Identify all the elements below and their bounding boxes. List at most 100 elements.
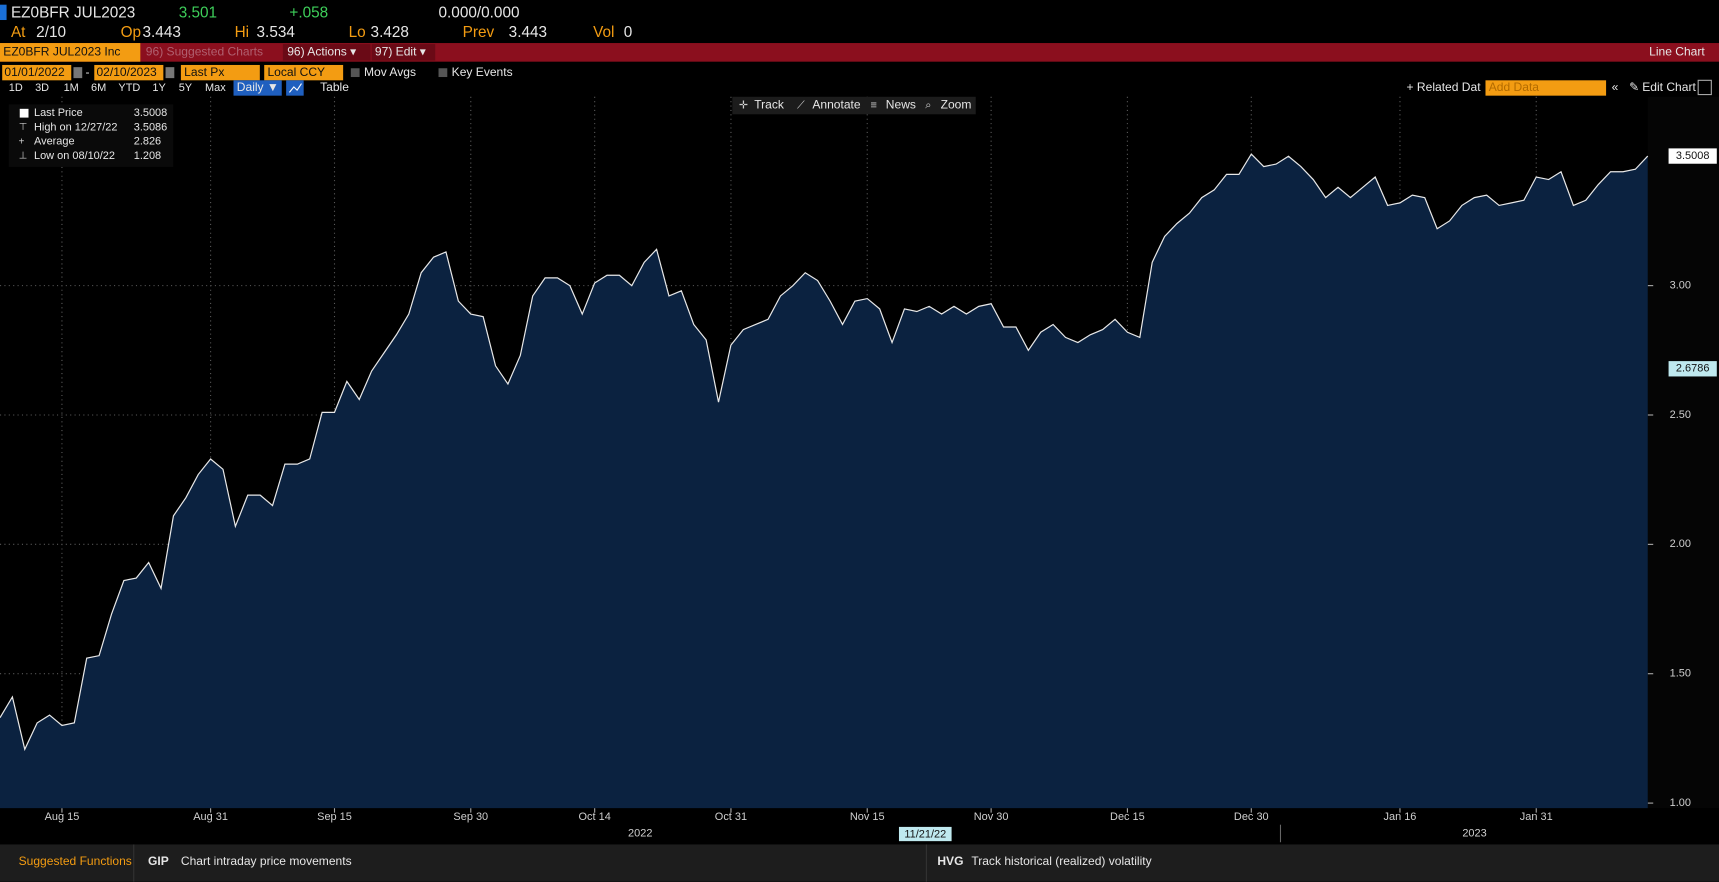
suggested-charts[interactable]: 96) Suggested Charts	[146, 45, 263, 59]
checkbox[interactable]	[350, 68, 360, 78]
end-date[interactable]: 02/10/2023	[96, 65, 157, 79]
security-box[interactable]	[0, 43, 141, 62]
function-code[interactable]: GIP	[148, 854, 169, 868]
chart-tools: ✛ Track ⟋ Annotate ≡ News ⌕ Zoom	[739, 98, 972, 112]
table-button[interactable]: Table	[320, 80, 349, 94]
field[interactable]: Last Px	[184, 65, 224, 79]
x-tick-label: Aug 31	[193, 811, 228, 823]
pencil-icon: ✎	[1629, 80, 1639, 94]
edit-bg[interactable]	[371, 44, 436, 61]
suggested-functions: Suggested Functions	[19, 854, 132, 868]
header-bg	[0, 0, 1719, 44]
period-buttons: 1D 3D 1M 6M YTD 1Y 5Y Max	[9, 82, 226, 94]
function-text[interactable]: Chart intraday price movements	[181, 854, 352, 868]
period-button[interactable]: 1D	[9, 82, 23, 94]
date-dash: -	[86, 65, 90, 79]
start-date-box[interactable]	[2, 64, 72, 81]
currency[interactable]: Local CCY	[267, 65, 325, 79]
calendar-icon[interactable]	[73, 67, 83, 79]
bid-ask: 0.000/0.000	[439, 4, 520, 21]
currency-box[interactable]	[264, 64, 344, 81]
period-button[interactable]: 1Y	[152, 82, 166, 94]
chart-tools-bg	[732, 96, 976, 115]
actions-menu[interactable]: 96) Actions ▾	[287, 45, 357, 59]
line	[0, 153, 1649, 752]
period-button[interactable]: 5Y	[179, 82, 193, 94]
calendar-icon[interactable]	[165, 67, 175, 79]
tool-icon: ⟋	[797, 99, 805, 111]
field-box[interactable]	[180, 64, 260, 81]
crosshair-date: 11/21/22	[904, 828, 946, 840]
period-button[interactable]: 3D	[35, 82, 49, 94]
price-tag	[1668, 148, 1717, 164]
frequency-box[interactable]	[233, 80, 282, 96]
x-tick-label: Jan 16	[1384, 811, 1417, 823]
stat-value: 0	[624, 24, 633, 41]
function-text[interactable]: Track historical (realized) volatility	[971, 854, 1151, 868]
legend-icon: ⊤	[19, 122, 28, 133]
tool-button[interactable]: Annotate	[812, 98, 861, 112]
edit-chart[interactable]: Edit Chart	[1642, 80, 1696, 94]
stat-value: 3.534	[257, 24, 296, 41]
y-tick-label: 3.00	[1670, 280, 1691, 292]
period-button[interactable]: 6M	[91, 82, 106, 94]
tool-icon: ≡	[870, 99, 876, 111]
start-date[interactable]: 01/01/2022	[4, 65, 65, 79]
edit-menu[interactable]: 97) Edit ▾	[375, 45, 427, 59]
legend-icon: ⊥	[19, 151, 28, 162]
legend-label: Last Price	[34, 107, 83, 119]
area	[0, 154, 1648, 809]
tool-button[interactable]: Track	[754, 98, 785, 112]
add-data[interactable]: Add Data	[1489, 80, 1540, 94]
period-button[interactable]: 1M	[64, 82, 79, 94]
tool-icon: ⌕	[925, 99, 931, 111]
key-events[interactable]: Key Events	[452, 65, 513, 79]
stat-label: Vol	[593, 24, 614, 41]
x-tick-label: Aug 15	[45, 811, 80, 823]
mov-avgs[interactable]: Mov Avgs	[364, 65, 416, 79]
period-button[interactable]: YTD	[118, 82, 140, 94]
legend-value: 3.5086	[134, 121, 168, 133]
y-tick-label: 2.00	[1670, 538, 1691, 550]
stat-label: Lo	[349, 24, 366, 41]
add-data-box[interactable]	[1485, 80, 1607, 96]
checkbox[interactable]	[438, 68, 448, 78]
legend-swatch	[19, 108, 29, 118]
x-tick-label: Sep 15	[317, 811, 352, 823]
end-date-box[interactable]	[94, 64, 164, 81]
stat-value: 3.443	[143, 24, 181, 41]
chart-style-icon	[288, 83, 302, 93]
frequency[interactable]: Daily ▼	[237, 80, 279, 94]
y-axis-area	[1647, 96, 1719, 809]
legend-box	[8, 104, 174, 167]
ticker: EZ0BFR JUL2023	[11, 4, 135, 21]
period-button[interactable]: Max	[205, 82, 226, 94]
stat-label: At	[11, 24, 26, 41]
maximize-icon[interactable]	[1697, 79, 1712, 96]
focus-marker	[0, 4, 7, 21]
y-tick-label: 2.50	[1670, 409, 1691, 421]
related-data[interactable]: + Related Dat	[1407, 80, 1482, 94]
legend-value: 3.5008	[134, 107, 168, 119]
stat-value: 3.443	[509, 24, 547, 41]
stat-label: Op	[121, 24, 141, 41]
stats-row: At 2/10 Op 3.443 Hi 3.534 Lo 3.428 Prev 3.443 Vol 0	[11, 24, 632, 41]
x-tick-label: Jan 31	[1520, 811, 1553, 823]
legend-icon: +	[19, 136, 25, 147]
actions-bg[interactable]	[282, 44, 371, 61]
security[interactable]: EZ0BFR JUL2023 Inc	[3, 45, 120, 59]
footer	[0, 844, 1719, 882]
chart-kind: Line Chart	[1649, 45, 1705, 59]
function-code[interactable]: HVG	[937, 854, 963, 868]
tool-button[interactable]: Zoom	[941, 98, 972, 112]
x-tick-label: Sep 30	[453, 811, 488, 823]
collapse-icon[interactable]: «	[1612, 80, 1619, 94]
legend-value: 1.208	[134, 150, 161, 162]
tool-button[interactable]: News	[886, 98, 916, 112]
plot: 1.00 1.50 2.00 2.50 3.00 3.5008 2.6786	[0, 96, 1717, 809]
x-axis-area	[0, 808, 1719, 845]
x-tick-label: Nov 15	[850, 811, 885, 823]
price-tag-label: 3.5008	[1676, 150, 1710, 162]
